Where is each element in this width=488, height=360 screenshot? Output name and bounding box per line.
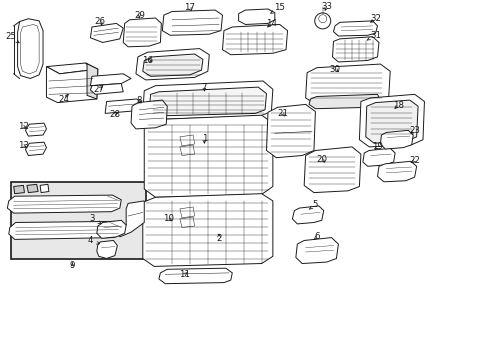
Polygon shape [46, 63, 98, 74]
Text: 9: 9 [70, 261, 75, 270]
Polygon shape [380, 130, 412, 149]
Text: 25: 25 [5, 32, 19, 43]
Polygon shape [359, 94, 424, 147]
Text: 10: 10 [163, 214, 174, 223]
Text: 18: 18 [392, 100, 403, 109]
Polygon shape [159, 268, 232, 284]
Text: 33: 33 [321, 2, 331, 11]
Polygon shape [118, 201, 144, 237]
Polygon shape [304, 147, 360, 193]
Text: 21: 21 [277, 109, 287, 118]
Polygon shape [46, 67, 98, 103]
Polygon shape [149, 87, 266, 116]
Text: 23: 23 [408, 126, 419, 135]
Text: 22: 22 [408, 156, 419, 165]
Text: 29: 29 [134, 10, 144, 19]
Text: 15: 15 [270, 3, 285, 13]
Polygon shape [266, 104, 315, 158]
Text: 11: 11 [179, 270, 190, 279]
Polygon shape [14, 185, 24, 194]
Text: 27: 27 [93, 85, 104, 94]
Text: 13: 13 [18, 141, 29, 150]
Text: 14: 14 [265, 19, 276, 28]
Text: 24: 24 [58, 94, 69, 104]
Polygon shape [332, 37, 378, 62]
Polygon shape [20, 24, 39, 74]
Text: 2: 2 [216, 234, 222, 243]
Polygon shape [292, 206, 323, 224]
Polygon shape [136, 49, 209, 80]
Polygon shape [18, 19, 43, 78]
Polygon shape [123, 18, 161, 47]
Polygon shape [333, 21, 377, 36]
Polygon shape [142, 54, 203, 76]
Polygon shape [90, 74, 131, 86]
Text: 4: 4 [87, 236, 99, 245]
Bar [11, 182, 145, 259]
Text: 12: 12 [18, 122, 29, 131]
Text: 19: 19 [371, 142, 382, 151]
Polygon shape [9, 221, 123, 239]
Polygon shape [97, 220, 126, 238]
Polygon shape [25, 123, 46, 136]
Polygon shape [308, 94, 380, 109]
Polygon shape [90, 84, 123, 94]
Text: 17: 17 [184, 3, 195, 12]
Text: 1: 1 [201, 134, 207, 143]
Text: 32: 32 [369, 14, 380, 23]
Text: 5: 5 [309, 200, 318, 209]
Polygon shape [162, 10, 222, 35]
Polygon shape [295, 238, 338, 264]
Polygon shape [142, 194, 272, 266]
Polygon shape [365, 100, 417, 143]
Polygon shape [25, 142, 46, 156]
Text: 20: 20 [316, 155, 326, 163]
Text: 26: 26 [95, 17, 105, 26]
Text: 28: 28 [109, 110, 120, 119]
Text: 31: 31 [366, 31, 380, 40]
Polygon shape [377, 161, 416, 182]
Polygon shape [305, 64, 389, 104]
Polygon shape [105, 99, 144, 113]
Polygon shape [180, 207, 194, 218]
Polygon shape [144, 115, 272, 197]
Polygon shape [27, 184, 38, 193]
Polygon shape [7, 195, 121, 213]
Polygon shape [40, 184, 49, 193]
Polygon shape [142, 81, 272, 120]
Polygon shape [222, 24, 287, 55]
Polygon shape [90, 23, 123, 42]
Polygon shape [97, 240, 117, 258]
Polygon shape [85, 63, 98, 99]
Text: 8: 8 [136, 96, 142, 105]
Text: 3: 3 [89, 214, 101, 224]
Polygon shape [180, 217, 194, 228]
Polygon shape [238, 9, 274, 24]
Text: 6: 6 [313, 233, 319, 242]
Polygon shape [131, 100, 167, 129]
Text: 7: 7 [201, 83, 207, 91]
Polygon shape [180, 135, 194, 146]
Text: 16: 16 [142, 56, 153, 65]
Text: 30: 30 [329, 65, 340, 74]
Polygon shape [180, 145, 194, 156]
Polygon shape [362, 148, 394, 166]
